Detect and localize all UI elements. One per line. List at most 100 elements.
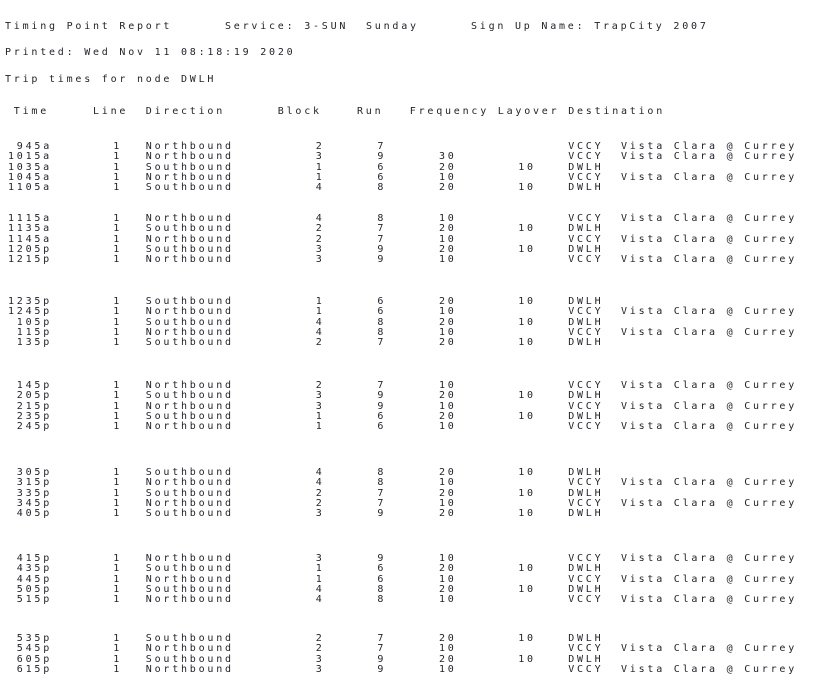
- table-row: 1045a 1 Northbound 1 6 10 VCCY Vista Clara @ Cu…: [0, 172, 823, 183]
- run-cell: 7: [377, 223, 387, 235]
- block-cell: 1: [315, 410, 325, 422]
- destination-code-cell: VCCY: [568, 326, 604, 338]
- frequency-cell: 20: [438, 390, 457, 402]
- destination-code-cell: DWLH: [568, 316, 604, 328]
- destination-code-cell: DWLH: [568, 633, 604, 644]
- direction-cell: Northbound: [145, 497, 234, 509]
- frequency-cell: 20: [438, 161, 457, 173]
- destination-name-cell: Vista Clara @ Currey: [621, 643, 798, 655]
- time-cell: 515p: [16, 594, 52, 606]
- direction-cell: Southbound: [145, 653, 234, 665]
- block-cell: 3: [315, 151, 325, 163]
- direction-cell: Southbound: [145, 508, 234, 520]
- destination-code-cell: VCCY: [568, 643, 604, 655]
- frequency-cell: 20: [438, 223, 457, 235]
- direction-cell: Southbound: [145, 182, 234, 194]
- destination-code-cell: VCCY: [568, 400, 604, 412]
- destination-name-cell: Vista Clara @ Currey: [621, 326, 798, 338]
- destination-code-cell: DWLH: [568, 223, 604, 235]
- destination-code-cell: VCCY: [568, 553, 604, 564]
- table-row: 315p 1 Northbound 4 8 10 VCCY Vista Clara @ Cur…: [0, 477, 823, 488]
- time-cell: 505p: [16, 583, 52, 595]
- frequency-cell: 20: [438, 487, 457, 499]
- run-cell: 8: [377, 477, 387, 489]
- destination-code-cell: DWLH: [568, 182, 604, 194]
- column-header-row: Time Line Direction Block Run Frequency …: [0, 106, 823, 117]
- direction-cell: Northbound: [145, 141, 234, 152]
- time-cell: 1115a: [7, 213, 52, 224]
- block-cell: 1: [315, 306, 325, 318]
- report-subtitle: Trip times for node DWLH: [5, 74, 217, 85]
- run-cell: 7: [377, 633, 387, 644]
- printed-line: Printed: Wed Nov 11 08:18:19 2020: [0, 47, 823, 58]
- direction-cell: Southbound: [145, 563, 234, 575]
- layover-cell: 10: [518, 583, 536, 595]
- direction-cell: Northbound: [145, 573, 234, 585]
- run-cell: 8: [377, 326, 387, 338]
- table-row: 335p 1 Southbound 2 7 20 10 DWLH: [0, 488, 823, 499]
- run-cell: 6: [377, 161, 387, 173]
- direction-cell: Northbound: [145, 171, 234, 183]
- time-cell: 1135a: [7, 223, 52, 235]
- line-cell: 1: [113, 182, 122, 194]
- frequency-cell: 10: [438, 643, 457, 655]
- block-cell: 4: [315, 316, 325, 328]
- block-cell: 3: [315, 663, 325, 675]
- column-header-destination: Destination: [568, 106, 665, 117]
- line-cell: 1: [113, 316, 122, 328]
- time-cell: 335p: [16, 487, 52, 499]
- run-cell: 9: [377, 243, 387, 255]
- line-cell: 1: [113, 326, 122, 338]
- frequency-cell: 10: [438, 421, 457, 433]
- time-cell: 245p: [16, 421, 52, 433]
- destination-code-cell: DWLH: [568, 390, 604, 402]
- time-cell: 545p: [16, 643, 52, 655]
- direction-cell: Southbound: [145, 161, 234, 173]
- line-cell: 1: [113, 337, 122, 349]
- block-cell: 4: [315, 182, 325, 194]
- line-cell: 1: [113, 410, 122, 422]
- block-cell: 1: [315, 296, 325, 307]
- block-cell: 1: [315, 563, 325, 575]
- line-cell: 1: [113, 477, 122, 489]
- column-header-run: Run: [357, 106, 384, 117]
- destination-name-cell: Vista Clara @ Currey: [621, 400, 798, 412]
- table-row: 1015a 1 Northbound 3 9 30 VCCY Vista Clara @ Cu…: [0, 151, 823, 162]
- report-title: Timing Point Report: [5, 21, 173, 32]
- frequency-cell: 20: [438, 563, 457, 575]
- direction-cell: Southbound: [145, 316, 234, 328]
- table-row: 415p 1 Northbound 3 9 10 VCCY Vista Clara @ Cur…: [0, 553, 823, 564]
- line-cell: 1: [113, 633, 122, 644]
- run-cell: 6: [377, 296, 387, 307]
- destination-name-cell: Vista Clara @ Currey: [621, 233, 798, 245]
- line-cell: 1: [113, 254, 122, 266]
- table-row: 405p 1 Southbound 3 9 20 10 DWLH: [0, 508, 823, 519]
- frequency-cell: 20: [438, 583, 457, 595]
- time-cell: 145p: [16, 380, 52, 391]
- run-cell: 8: [377, 583, 387, 595]
- frequency-cell: 10: [438, 497, 457, 509]
- line-cell: 1: [113, 467, 122, 478]
- destination-code-cell: VCCY: [568, 497, 604, 509]
- line-cell: 1: [113, 233, 122, 245]
- block-cell: 3: [315, 400, 325, 412]
- block-cell: 4: [315, 594, 325, 606]
- destination-code-cell: DWLH: [568, 563, 604, 575]
- run-cell: 8: [377, 182, 387, 194]
- destination-code-cell: DWLH: [568, 653, 604, 665]
- destination-code-cell: DWLH: [568, 487, 604, 499]
- layover-cell: 10: [518, 182, 536, 194]
- layover-cell: 10: [518, 161, 536, 173]
- table-row: 245p 1 Northbound 1 6 10 VCCY Vista Clara @ Cur…: [0, 421, 823, 432]
- line-cell: 1: [113, 161, 122, 173]
- layover-cell: 10: [518, 487, 536, 499]
- table-row: 545p 1 Northbound 2 7 10 VCCY Vista Clara @ Cur…: [0, 643, 823, 654]
- direction-cell: Southbound: [145, 410, 234, 422]
- run-cell: 7: [377, 141, 387, 152]
- direction-cell: Southbound: [145, 467, 234, 478]
- destination-code-cell: DWLH: [568, 243, 604, 255]
- time-cell: 1235p: [7, 296, 52, 307]
- line-cell: 1: [113, 643, 122, 655]
- frequency-cell: 20: [438, 316, 457, 328]
- destination-name-cell: Vista Clara @ Currey: [621, 594, 798, 606]
